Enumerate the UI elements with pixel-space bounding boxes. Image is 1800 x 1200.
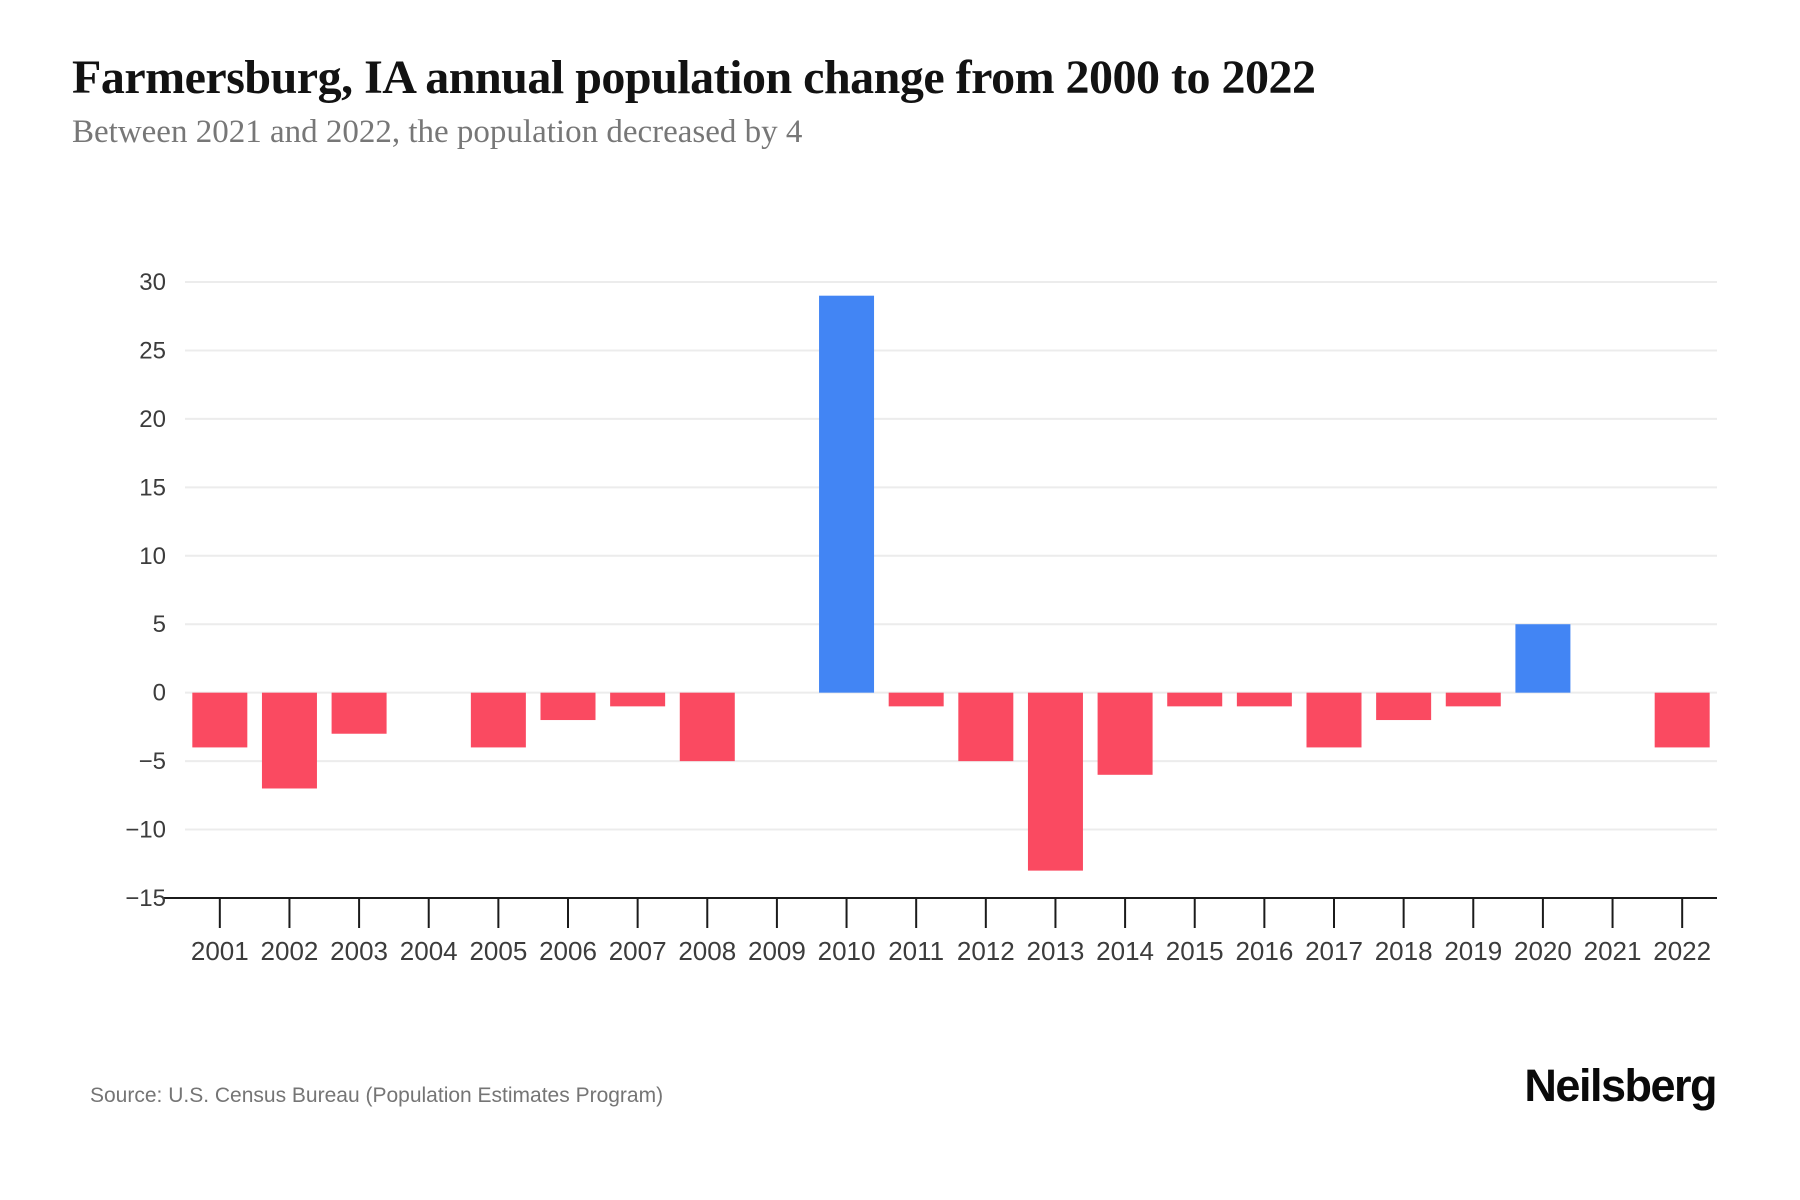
x-axis (163, 897, 1717, 928)
x-tick-label-2021: 2021 (1584, 936, 1642, 966)
bar-2005 (470, 692, 526, 748)
bar-2001 (192, 692, 248, 748)
x-tick-label-2020: 2020 (1514, 936, 1572, 966)
y-tick-label-5: 5 (153, 611, 166, 638)
y-tick-label-10: 10 (139, 543, 166, 570)
x-tick-label-2002: 2002 (261, 936, 319, 966)
x-tick-label-2007: 2007 (609, 936, 667, 966)
y-tick-label-0: 0 (153, 680, 166, 707)
source-text: Source: U.S. Census Bureau (Population E… (90, 1084, 664, 1107)
bar-2007 (610, 692, 666, 707)
x-tick-label-2011: 2011 (888, 936, 944, 966)
y-tick-label-30: 30 (139, 269, 166, 296)
y-tick-label--15: −15 (125, 885, 166, 912)
x-tick-label-2005: 2005 (469, 936, 527, 966)
x-tick-label-2009: 2009 (748, 936, 806, 966)
x-tick-label-2010: 2010 (818, 936, 876, 966)
bar-2020 (1515, 624, 1571, 693)
bar-2015 (1167, 692, 1223, 707)
y-tick-label-25: 25 (139, 337, 166, 364)
bar-2022 (1654, 692, 1710, 748)
bar-2014 (1097, 692, 1153, 775)
bar-2002 (261, 692, 317, 789)
brand-logo: Neilsberg (1524, 1060, 1717, 1111)
bar-2010 (819, 295, 875, 693)
chart-subtitle: Between 2021 and 2022, the population de… (72, 114, 803, 150)
bar-2011 (888, 692, 944, 707)
x-tick-label-2022: 2022 (1653, 936, 1711, 966)
bar-2019 (1445, 692, 1501, 707)
x-tick-label-2003: 2003 (330, 936, 388, 966)
bar-2018 (1376, 692, 1432, 721)
x-tick-label-2008: 2008 (678, 936, 736, 966)
bar-2008 (679, 692, 735, 762)
x-tick-label-2017: 2017 (1305, 936, 1363, 966)
y-tick-label-15: 15 (139, 474, 166, 501)
y-tick-label-20: 20 (139, 406, 166, 433)
x-tick-label-2006: 2006 (539, 936, 597, 966)
bar-2012 (958, 692, 1014, 762)
x-tick-label-2001: 2001 (191, 936, 249, 966)
bar-2017 (1306, 692, 1362, 748)
x-tick-label-2014: 2014 (1096, 936, 1154, 966)
bars (192, 295, 1710, 871)
bar-2003 (331, 692, 387, 734)
x-tick-label-2018: 2018 (1375, 936, 1433, 966)
bar-2016 (1236, 692, 1292, 707)
x-tick-label-2019: 2019 (1444, 936, 1502, 966)
x-tick-label-2013: 2013 (1027, 936, 1085, 966)
chart-title: Farmersburg, IA annual population change… (72, 51, 1316, 104)
x-tick-label-2004: 2004 (400, 936, 458, 966)
bar-2013 (1027, 692, 1083, 871)
y-tick-label--10: −10 (125, 817, 166, 844)
gridlines (185, 281, 1717, 831)
bar-2006 (540, 692, 596, 721)
x-tick-label-2012: 2012 (957, 936, 1015, 966)
y-tick-label--5: −5 (139, 748, 166, 775)
x-tick-label-2016: 2016 (1235, 936, 1293, 966)
x-tick-label-2015: 2015 (1166, 936, 1224, 966)
